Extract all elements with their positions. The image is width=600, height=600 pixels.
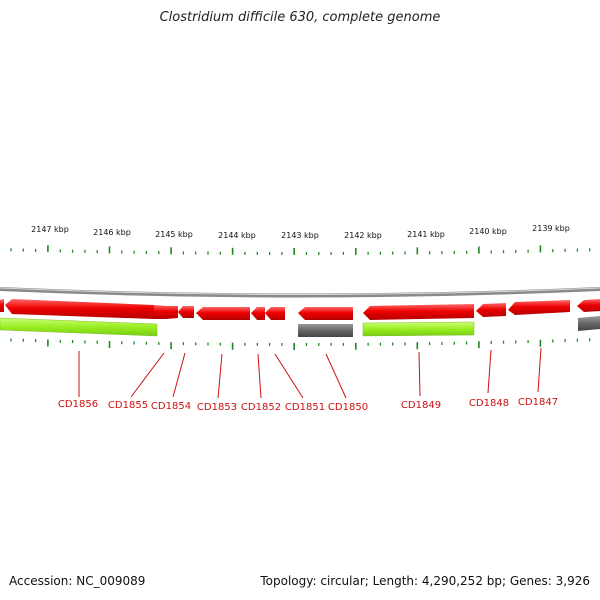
- gene-label-cd1848: CD1848: [469, 398, 509, 409]
- gene-arrow: [251, 307, 265, 320]
- gene-arrow: [476, 303, 506, 317]
- gene-arrow: [196, 307, 250, 320]
- kbp-label-2140: 2140 kbp: [469, 227, 507, 236]
- kbp-label-2141: 2141 kbp: [407, 230, 445, 239]
- kbp-label-2139: 2139 kbp: [532, 224, 570, 233]
- gene-arrow: [363, 304, 474, 320]
- top-scale-ticks: [10, 245, 591, 255]
- gene-arrow: [265, 307, 285, 320]
- gene-label-cd1847: CD1847: [518, 397, 558, 408]
- gene-arrow: [5, 299, 154, 319]
- gene-arrow: [577, 299, 600, 312]
- gene-label-cd1856: CD1856: [58, 399, 98, 410]
- gene-label-cd1849: CD1849: [401, 400, 441, 411]
- gene-arrow: [0, 299, 4, 312]
- kbp-label-2146: 2146 kbp: [93, 228, 131, 237]
- gene-arrow: [508, 300, 570, 315]
- feature-block-grey: [298, 324, 353, 337]
- gene-label-cd1852: CD1852: [241, 402, 281, 413]
- gene-label-cd1854: CD1854: [151, 401, 191, 412]
- kbp-label-2142: 2142 kbp: [344, 231, 382, 240]
- genome-summary-text: Topology: circular; Length: 4,290,252 bp…: [260, 574, 590, 588]
- map-title: Clostridium difficile 630, complete geno…: [159, 10, 441, 25]
- gene-arrow: [298, 307, 353, 320]
- accession-text: Accession: NC_009089: [9, 574, 146, 588]
- feature-block-grey: [578, 316, 600, 331]
- bottom-scale-ticks: [10, 338, 591, 350]
- gene-leader-lines: [78, 347, 542, 399]
- gene-label-cd1850: CD1850: [328, 402, 368, 413]
- gene-label-cd1851: CD1851: [285, 402, 325, 413]
- gene-label-cd1855: CD1855: [108, 400, 148, 411]
- kbp-label-2143: 2143 kbp: [281, 231, 319, 240]
- kbp-label-2147: 2147 kbp: [31, 225, 69, 234]
- feature-block-green: [362, 321, 475, 337]
- kbp-label-2145: 2145 kbp: [155, 230, 193, 239]
- genome-backbone: [0, 287, 600, 298]
- gene-arrow: [154, 305, 178, 319]
- gene-arrow: [178, 306, 194, 318]
- gene-label-cd1853: CD1853: [197, 402, 237, 413]
- feature-block-green: [0, 317, 158, 337]
- kbp-label-2144: 2144 kbp: [218, 231, 256, 240]
